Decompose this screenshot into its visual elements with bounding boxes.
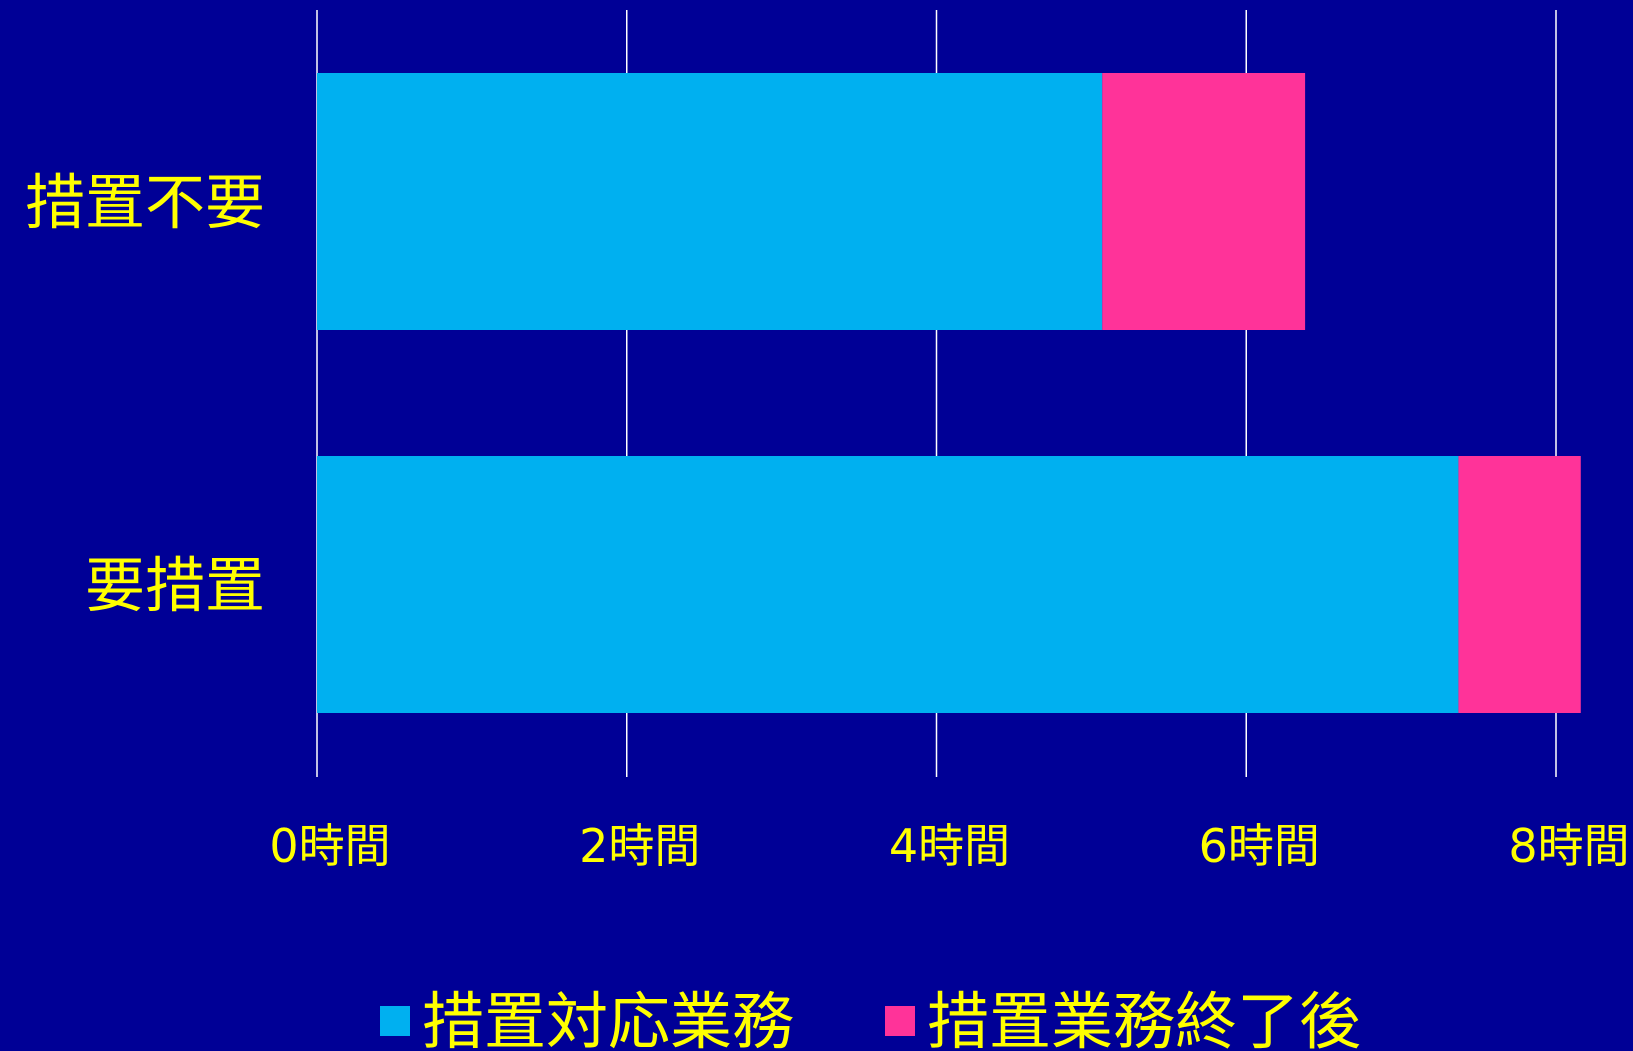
x-tick-label: 4時間 xyxy=(889,819,1010,873)
bar-segment-after xyxy=(1102,73,1306,330)
x-tick-label: 6時間 xyxy=(1199,819,1320,873)
bar-segment-response xyxy=(317,456,1459,713)
x-tick-label: 8時間 xyxy=(1508,819,1629,873)
x-tick-label: 2時間 xyxy=(579,819,700,873)
bar-segment-response xyxy=(317,73,1103,330)
x-tick-label: 0時間 xyxy=(269,819,390,873)
category-label: 要措置 xyxy=(85,552,265,622)
bar-segment-after xyxy=(1458,456,1581,713)
legend-label: 措置対応業務 xyxy=(422,985,794,1051)
legend-label: 措置業務終了後 xyxy=(927,985,1361,1051)
legend: 措置対応業務 措置業務終了後 xyxy=(380,985,1361,1051)
legend-swatch xyxy=(380,1006,410,1036)
bars xyxy=(317,73,1581,713)
legend-swatch xyxy=(885,1006,915,1036)
category-label: 措置不要 xyxy=(25,169,265,239)
x-axis-tick-labels: 0時間 2時間 4時間 6時間 8時間 xyxy=(269,819,1629,873)
